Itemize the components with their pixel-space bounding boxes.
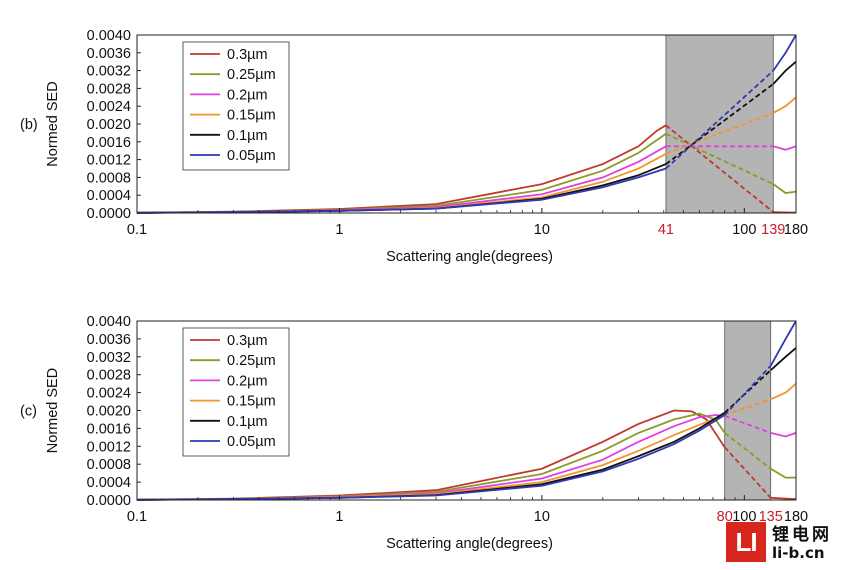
- y-tick-label: 0.0024: [87, 386, 131, 402]
- series-dashed-0: [724, 446, 772, 499]
- series-tail-5: [769, 320, 797, 367]
- series-tail-1: [770, 467, 796, 479]
- legend-label: 0.15µm: [227, 108, 276, 124]
- legend-box: [182, 41, 290, 171]
- series-dashed-5: [724, 365, 772, 416]
- y-tick-label: 0.0028: [87, 368, 131, 384]
- x-tick-label: 0.1: [127, 222, 147, 238]
- series-dashed-5: [665, 69, 774, 170]
- highlight-label: 80: [717, 509, 733, 525]
- y-tick-label: 0.0036: [87, 46, 131, 62]
- series-dashed-1: [724, 432, 772, 470]
- legend-label: 0.3µm: [227, 47, 268, 63]
- y-tick-label: 0.0004: [87, 188, 131, 204]
- y-tick-label: 0.0000: [87, 493, 131, 509]
- highlight-label: 41: [658, 222, 674, 238]
- series-dashed-4: [665, 83, 774, 165]
- series-tail-3: [770, 383, 797, 401]
- y-tick-label: 0.0036: [87, 332, 131, 348]
- y-tick-label: 0.0032: [87, 350, 131, 366]
- x-tick-label: 180: [784, 509, 808, 525]
- x-tick-label: 1: [335, 222, 343, 238]
- watermark: LI 锂电网 li-b.cn: [726, 520, 838, 566]
- y-axis-title: Normed SED: [45, 368, 61, 453]
- series-tail-0: [770, 496, 797, 500]
- series-line-5: [136, 414, 726, 501]
- y-tick-label: 0.0020: [87, 117, 131, 133]
- legend-label: 0.2µm: [227, 87, 268, 103]
- series-tail-2: [770, 432, 797, 438]
- x-tick-label: 100: [732, 509, 756, 525]
- watermark-logo: LI: [726, 522, 766, 562]
- y-axis-title: Normed SED: [45, 81, 61, 166]
- series-tail-3: [772, 96, 797, 114]
- y-tick-label: 0.0016: [87, 421, 131, 437]
- series-dashed-3: [665, 112, 774, 155]
- series-tail-1: [772, 183, 797, 194]
- panel-label: (c): [20, 404, 37, 420]
- legend-label: 0.25µm: [227, 67, 276, 83]
- legend-label: 0.1µm: [227, 128, 268, 144]
- series-dashed-0: [665, 124, 774, 213]
- x-tick-label: 180: [784, 222, 808, 238]
- series-tail-5: [772, 34, 797, 72]
- panel-label: (b): [20, 117, 38, 133]
- x-tick-label: 10: [534, 509, 550, 525]
- y-tick-label: 0.0000: [87, 206, 131, 222]
- legend-label: 0.05µm: [227, 148, 276, 164]
- y-tick-label: 0.0004: [87, 475, 131, 491]
- y-tick-label: 0.0040: [87, 28, 131, 44]
- legend-label: 0.25µm: [227, 353, 276, 369]
- x-tick-label: 10: [534, 222, 550, 238]
- y-tick-label: 0.0032: [87, 64, 131, 80]
- y-tick-label: 0.0012: [87, 439, 131, 455]
- legend-label: 0.3µm: [227, 333, 268, 349]
- series-tail-2: [773, 145, 797, 151]
- series-dashed-3: [724, 398, 771, 416]
- x-tick-label: 0.1: [127, 509, 147, 525]
- legend-label: 0.15µm: [227, 394, 276, 410]
- y-tick-label: 0.0016: [87, 135, 131, 151]
- shaded-region: [724, 320, 772, 501]
- y-tick-label: 0.0008: [87, 170, 131, 186]
- y-tick-label: 0.0008: [87, 457, 131, 473]
- y-tick-label: 0.0012: [87, 153, 131, 169]
- series-tail-4: [770, 347, 797, 371]
- series-dashed-1: [665, 132, 774, 185]
- highlight-label: 139: [761, 222, 785, 238]
- series-dashed-2: [724, 415, 772, 434]
- watermark-chinese: 锂电网: [772, 525, 832, 545]
- series-tail-4: [772, 61, 797, 85]
- watermark-url: li-b.cn: [772, 544, 825, 562]
- x-tick-label: 100: [732, 222, 756, 238]
- legend-label: 0.2µm: [227, 373, 268, 389]
- y-tick-label: 0.0020: [87, 404, 131, 420]
- legend-box: [182, 327, 290, 457]
- highlight-label: 135: [759, 509, 783, 525]
- y-tick-label: 0.0024: [87, 99, 131, 115]
- y-tick-label: 0.0040: [87, 314, 131, 330]
- legend-label: 0.05µm: [227, 434, 276, 450]
- y-tick-label: 0.0028: [87, 81, 131, 97]
- legend: 0.3µm 0.25µm 0.2µm 0.15µm 0.1µm 0.05µm: [182, 327, 290, 457]
- series-line-5: [136, 167, 667, 214]
- legend-label: 0.1µm: [227, 414, 268, 430]
- x-axis-title: Scattering angle(degrees): [386, 249, 553, 265]
- legend: 0.3µm 0.25µm 0.2µm 0.15µm 0.1µm 0.05µm: [182, 41, 290, 171]
- x-tick-label: 1: [335, 509, 343, 525]
- x-axis-title: Scattering angle(degrees): [386, 536, 553, 552]
